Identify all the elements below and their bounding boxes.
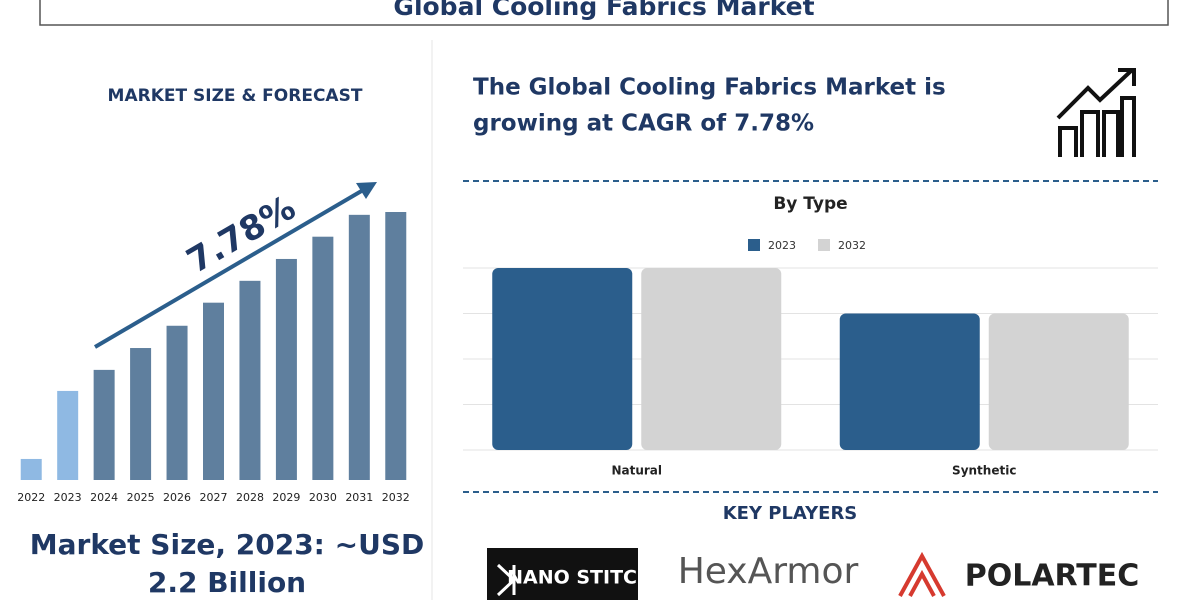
- x-tick-label: 2031: [345, 491, 373, 504]
- chart-title: By Type: [773, 194, 847, 214]
- key-players-title: KEY PLAYERS: [723, 503, 858, 524]
- bar: [57, 390, 79, 480]
- x-tick-label: 2027: [200, 491, 228, 504]
- logo-icon: [898, 551, 946, 597]
- bar: [839, 313, 980, 450]
- market-size: Market Size, 2023: ~USD: [30, 528, 424, 561]
- trend-arrow: [93, 184, 372, 349]
- legend-label: 2023: [768, 239, 796, 252]
- headline: The Global Cooling Fabrics Market is: [473, 75, 946, 101]
- legend-swatch: [818, 239, 830, 251]
- page-title: Global Cooling Fabrics Market: [393, 0, 814, 21]
- bar: [93, 369, 115, 480]
- market-size: 2.2 Billion: [148, 566, 306, 599]
- logo-text: NANO STITCH: [507, 567, 653, 589]
- bar: [203, 302, 224, 480]
- x-tick-label: 2024: [90, 491, 118, 504]
- x-tick-label: 2022: [17, 491, 45, 504]
- bar: [20, 458, 42, 480]
- trend-arrowhead: [356, 182, 377, 199]
- x-tick-label: 2032: [382, 491, 410, 504]
- x-tick-label: 2029: [272, 491, 300, 504]
- logo-text: HexArmor: [678, 551, 859, 592]
- bar: [385, 212, 407, 480]
- headline: growing at CAGR of 7.78%: [473, 111, 814, 137]
- legend-label: 2032: [838, 239, 866, 252]
- bar: [492, 268, 633, 450]
- x-tick-label: Synthetic: [952, 464, 1016, 478]
- x-tick-label: Natural: [611, 464, 662, 478]
- logo: NANO STITCH: [487, 548, 653, 600]
- bar: [239, 280, 261, 480]
- bar: [348, 214, 370, 480]
- bar: [312, 236, 334, 480]
- title-box: [39, 0, 1169, 26]
- x-tick-label: 2030: [309, 491, 337, 504]
- bar: [641, 268, 782, 450]
- left-heading: MARKET SIZE & FORECAST: [108, 86, 363, 106]
- bar: [275, 258, 297, 480]
- x-tick-label: 2023: [54, 491, 82, 504]
- bar: [166, 325, 188, 480]
- bar: [130, 348, 152, 480]
- x-tick-label: 2028: [236, 491, 264, 504]
- x-tick-label: 2026: [163, 491, 191, 504]
- growth-icon: [1056, 68, 1136, 157]
- x-tick-label: 2025: [127, 491, 155, 504]
- bar: [988, 313, 1129, 450]
- legend-swatch: [748, 239, 760, 251]
- logo-text: POLARTEC: [965, 559, 1140, 594]
